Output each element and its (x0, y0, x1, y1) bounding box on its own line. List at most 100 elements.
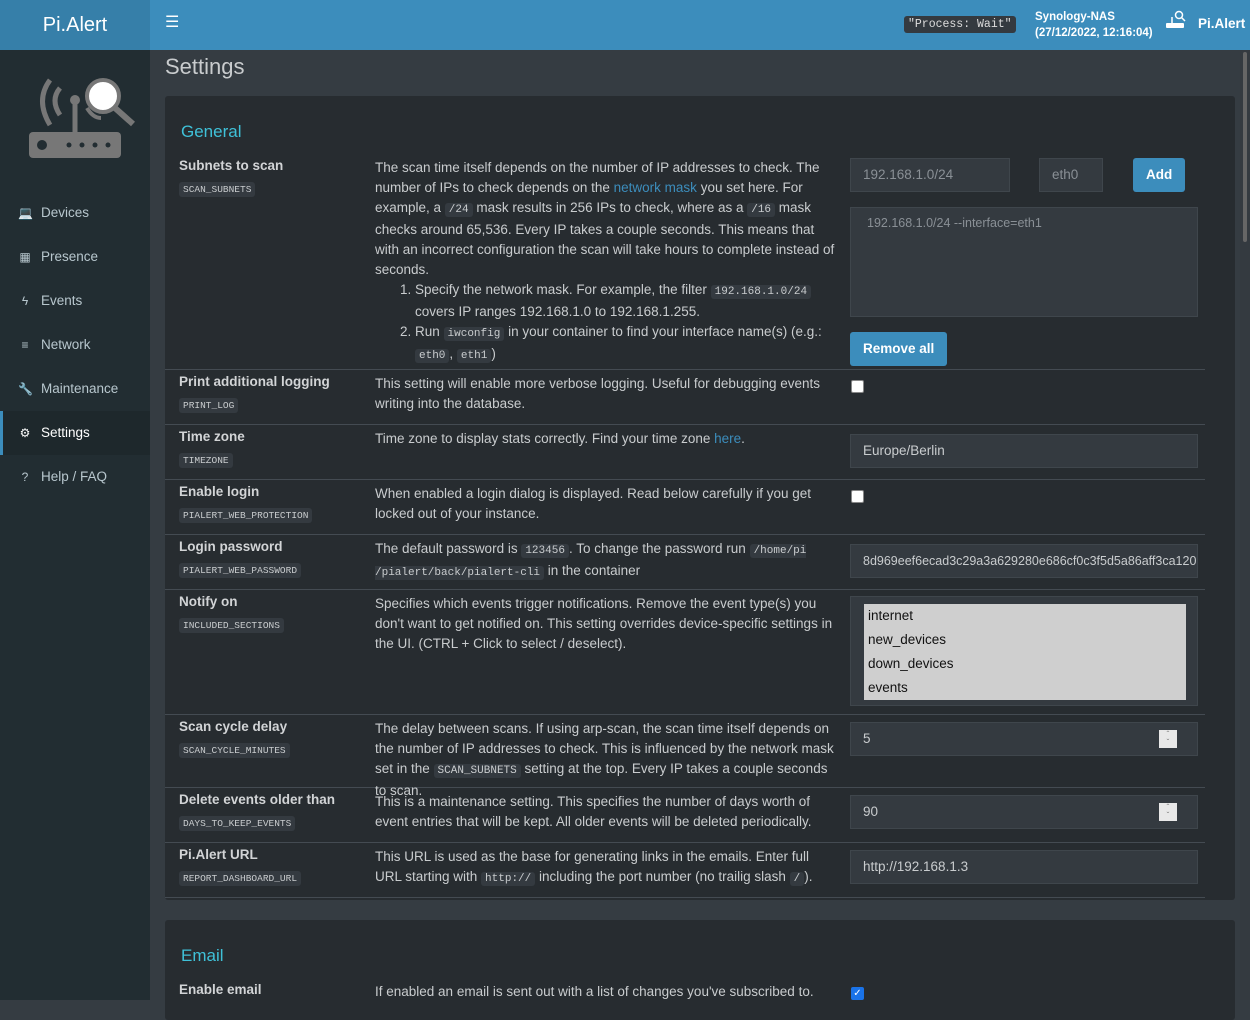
email-section: Email Enable email If enabled an email i… (165, 920, 1235, 1020)
setting-label: Subnets to scan (179, 158, 284, 173)
scrollbar-thumb[interactable] (1243, 52, 1247, 242)
setting-key: PRINT_LOG (179, 398, 239, 413)
sidebar-item-label: Events (41, 293, 83, 308)
setting-description: Specifies which events trigger notificat… (375, 596, 833, 651)
interface-input[interactable]: eth0 (1039, 158, 1103, 192)
process-status: "Process: Wait" (904, 16, 1016, 33)
sidebar-item-label: Settings (41, 425, 90, 440)
setting-key: SCAN_CYCLE_MINUTES (179, 743, 290, 758)
sidebar-item-label: Presence (41, 249, 99, 264)
sidebar-item-network[interactable]: ≡ Network (0, 323, 150, 367)
wrench-icon: 🔧 (18, 382, 33, 396)
sidebar-item-events[interactable]: ϟ Events (0, 279, 150, 323)
section-title: Email (181, 946, 224, 965)
scrollbar[interactable] (1240, 50, 1250, 1000)
setting-description: The delay between scans. If using arp-sc… (375, 721, 834, 798)
enable-login-checkbox[interactable] (851, 490, 864, 503)
password-input[interactable]: 8d969eef6ecad3c29a3a629280e686cf0c3f5d5a… (850, 544, 1198, 578)
select-option[interactable]: events (868, 680, 908, 695)
setting-label: Enable login (179, 484, 260, 499)
setting-key: INCLUDED_SECTIONS (179, 618, 284, 633)
remove-all-button[interactable]: Remove all (850, 332, 948, 366)
setting-row-cycle: Scan cycle delay SCAN_CYCLE_MINUTES The … (165, 715, 1205, 798)
setting-key: PIALERT_WEB_PROTECTION (179, 508, 313, 523)
brand-logo[interactable]: Pi.Alert (0, 0, 150, 50)
gear-icon: ⚙ (19, 426, 31, 440)
setting-description: This is a maintenance setting. This spec… (375, 794, 812, 829)
setting-label: Notify on (179, 594, 238, 609)
select-option[interactable]: new_devices (868, 632, 947, 647)
setting-row-timezone: Time zone TIMEZONE Time zone to display … (165, 425, 1205, 480)
setting-description: Time zone to display stats correctly. Fi… (375, 431, 745, 446)
setting-key: SCAN_SUBNETS (179, 182, 256, 197)
setting-label: Scan cycle delay (179, 719, 288, 734)
page-title: Settings (165, 54, 245, 79)
sidebar-item-label: Network (41, 337, 91, 352)
setting-description: The default password is 123456. To chang… (375, 541, 807, 580)
sidebar-item-help[interactable]: ? Help / FAQ (0, 455, 150, 499)
sidebar: 💻 Devices ▦ Presence ϟ Events ≡ Network 🔧 Mai… (0, 50, 150, 1000)
setting-label: Login password (179, 539, 283, 554)
timezone-input[interactable]: Europe/Berlin (850, 434, 1198, 468)
host-datetime: (27/12/2022, 12:16:04) (1035, 27, 1153, 39)
subnets-list[interactable]: 192.168.1.0/24 --interface=eth1 (850, 207, 1198, 317)
setting-key: TIMEZONE (179, 453, 233, 468)
general-section: General Subnets to scan SCAN_SUBNETS The… (165, 96, 1235, 900)
setting-row-subnets: Subnets to scan SCAN_SUBNETS The scan ti… (165, 154, 1205, 370)
sidebar-item-maintenance[interactable]: 🔧 Maintenance (0, 367, 150, 411)
section-title: General (181, 122, 242, 141)
setting-key: PIALERT_WEB_PASSWORD (179, 563, 302, 578)
setting-description: This setting will enable more verbose lo… (375, 376, 821, 411)
setting-description: The scan time itself depends on the numb… (375, 158, 837, 366)
setting-row-login: Enable login PIALERT_WEB_PROTECTION When… (165, 480, 1205, 535)
setting-label: Delete events older than (179, 792, 336, 807)
setting-row-url: Pi.Alert URL REPORT_DASHBOARD_URL This U… (165, 843, 1205, 898)
host-name: Synology-NAS (1035, 11, 1115, 23)
add-button[interactable]: Add (1133, 158, 1186, 192)
host-info: Synology-NAS (27/12/2022, 12:16:04) (1035, 9, 1153, 41)
enable-email-checkbox[interactable]: ✓ (851, 987, 864, 1000)
network-mask-link[interactable]: network mask (613, 180, 697, 195)
setting-label: Time zone (179, 429, 245, 444)
setting-description: If enabled an email is sent out with a l… (375, 984, 814, 999)
select-option[interactable]: down_devices (868, 656, 954, 671)
setting-row-password: Login password PIALERT_WEB_PASSWORD The … (165, 535, 1205, 590)
pialert-logo-icon (29, 78, 135, 158)
notify-select[interactable]: internet new_devices down_devices events (850, 596, 1198, 706)
setting-description: This URL is used as the base for generat… (375, 849, 813, 886)
user-name[interactable]: Pi.Alert (1198, 16, 1246, 31)
setting-key: DAYS_TO_KEEP_EVENTS (179, 816, 296, 831)
dashboard-url-input[interactable]: http://192.168.1.3 (850, 850, 1198, 884)
setting-label: Enable email (179, 982, 262, 997)
sidebar-item-devices[interactable]: 💻 Devices (0, 191, 150, 235)
top-header: Pi.Alert ☰ "Process: Wait" Synology-NAS (… (0, 0, 1250, 50)
bolt-icon: ϟ (21, 294, 29, 308)
user-router-icon[interactable] (1165, 10, 1187, 30)
setting-key: REPORT_DASHBOARD_URL (179, 871, 302, 886)
setting-row-enable-email: Enable email If enabled an email is sent… (165, 978, 1205, 1018)
subnet-input[interactable]: 192.168.1.0/24 (850, 158, 1010, 192)
question-icon: ? (21, 470, 29, 484)
setting-row-notify: Notify on INCLUDED_SECTIONS Specifies wh… (165, 590, 1205, 715)
print-log-checkbox[interactable] (851, 380, 864, 393)
setting-label: Print additional logging (179, 374, 330, 389)
select-option[interactable]: internet (868, 608, 914, 623)
server-icon: ≡ (21, 338, 29, 352)
laptop-icon: 💻 (18, 206, 33, 220)
setting-row-days: Delete events older than DAYS_TO_KEEP_EV… (165, 788, 1205, 843)
timezone-link[interactable]: here (714, 431, 742, 446)
setting-row-print-log: Print additional logging PRINT_LOG This … (165, 370, 1205, 425)
sidebar-item-label: Maintenance (41, 381, 119, 396)
sidebar-item-label: Help / FAQ (41, 469, 108, 484)
calendar-icon: ▦ (19, 250, 31, 264)
sidebar-item-presence[interactable]: ▦ Presence (0, 235, 150, 279)
setting-label: Pi.Alert URL (179, 847, 258, 862)
menu-toggle-icon[interactable]: ☰ (165, 14, 180, 31)
setting-description: When enabled a login dialog is displayed… (375, 486, 812, 521)
sidebar-item-label: Devices (41, 205, 90, 220)
days-to-keep-input[interactable]: 90 ˆ ˇ (850, 795, 1198, 829)
sidebar-item-settings[interactable]: ⚙ Settings (0, 411, 150, 455)
